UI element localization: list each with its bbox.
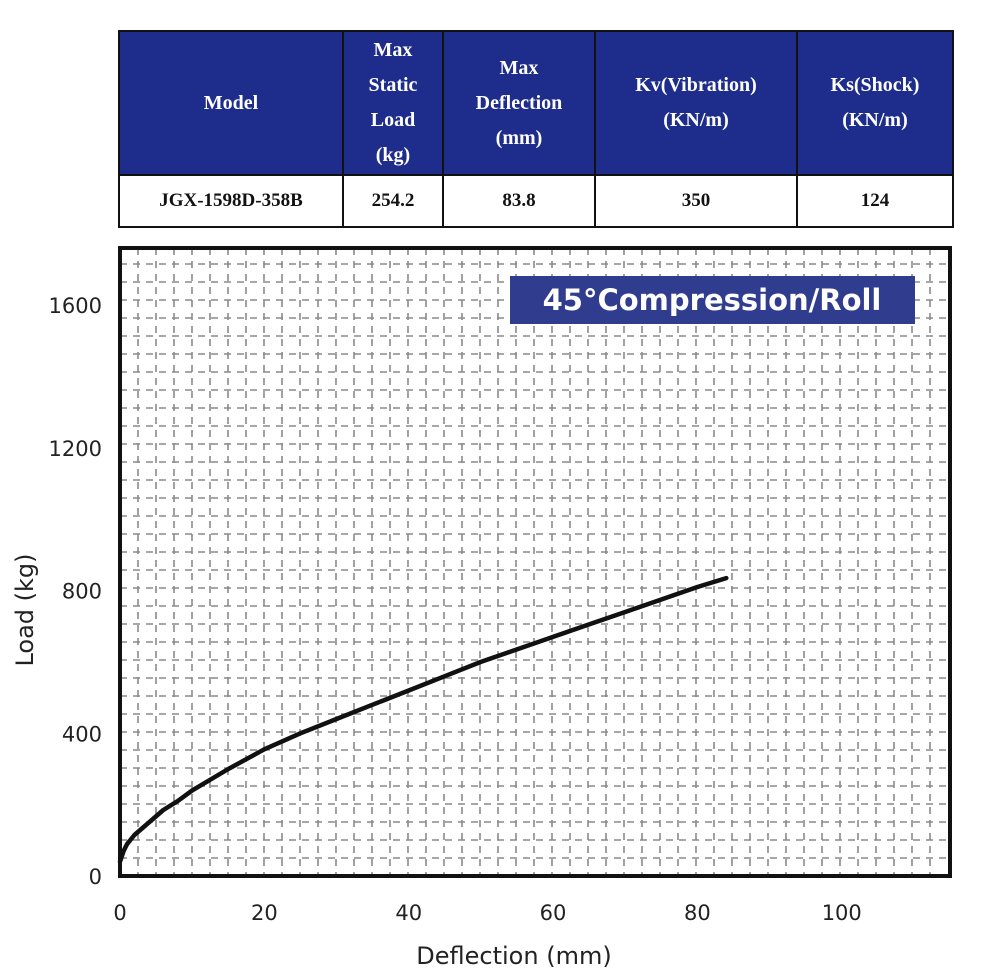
table-cell: JGX-1598D-358B [118,174,344,228]
table-row: JGX-1598D-358B 254.2 83.8 350 124 [118,174,954,228]
header-cell-line: Ks(Shock) [830,74,920,96]
y-tick-label: 1200 [49,437,102,461]
y-tick-labels: 0 400 800 1200 1600 [49,294,102,889]
y-axis-label: Load (kg) [11,553,39,666]
x-tick-label: 100 [822,901,862,925]
chart-title-badge [510,276,915,324]
y-tick-label: 1600 [49,294,102,318]
x-tick-label: 80 [684,901,711,925]
table-cell: 83.8 [442,174,596,228]
chart-grid [120,248,950,876]
spec-table-header: Model Max Static Load (kg) Max Deflection (mm) K… [118,30,954,176]
header-cell: Model [118,30,344,176]
spec-table-body: JGX-1598D-358B 254.2 83.8 350 124 [118,174,954,228]
table-cell: 350 [594,174,798,228]
x-tick-label: 60 [540,901,567,925]
x-tick-label: 20 [251,901,278,925]
chart-title: 45°Compression/Roll [543,283,882,317]
header-cell: Kv(Vibration) (KN/m) [594,30,798,176]
header-cell-line: Kv(Vibration) [635,74,757,96]
y-tick-label: 400 [62,722,102,746]
x-axis-label: Deflection (mm) [416,942,611,970]
x-tick-label: 0 [113,901,126,925]
header-cell: Ks(Shock) (KN/m) [796,30,954,176]
x-tick-labels: 0 20 40 60 80 100 [113,901,861,925]
header-cell-line: Load [370,109,416,131]
header-cell-line: (KN/m) [663,109,729,131]
header-cell-line: (KN/m) [842,109,908,131]
y-tick-label: 800 [62,580,102,604]
header-cell-line: (kg) [375,144,411,166]
header-cell: Max Deflection (mm) [442,30,596,176]
header-cell-line: Model [203,91,259,114]
header-cell-line: Static [368,74,418,96]
plot-frame [118,246,952,878]
spec-table: Model Max Static Load (kg) Max Deflection (mm) K… [118,30,954,228]
x-tick-label: 40 [395,901,422,925]
table-cell: 124 [796,174,954,228]
load-deflection-chart: 0 400 800 1200 1600 0 20 40 60 80 100 45°Compress… [11,246,952,970]
header-cell-line: Max [499,56,539,79]
header-cell-line: Max [373,39,413,61]
header-cell-line: Deflection [475,91,563,114]
series-line [117,575,729,864]
table-cell: 254.2 [342,174,444,228]
header-cell: Max Static Load (kg) [342,30,444,176]
header-cell-line: (mm) [495,126,543,149]
y-tick-label: 0 [89,865,102,889]
